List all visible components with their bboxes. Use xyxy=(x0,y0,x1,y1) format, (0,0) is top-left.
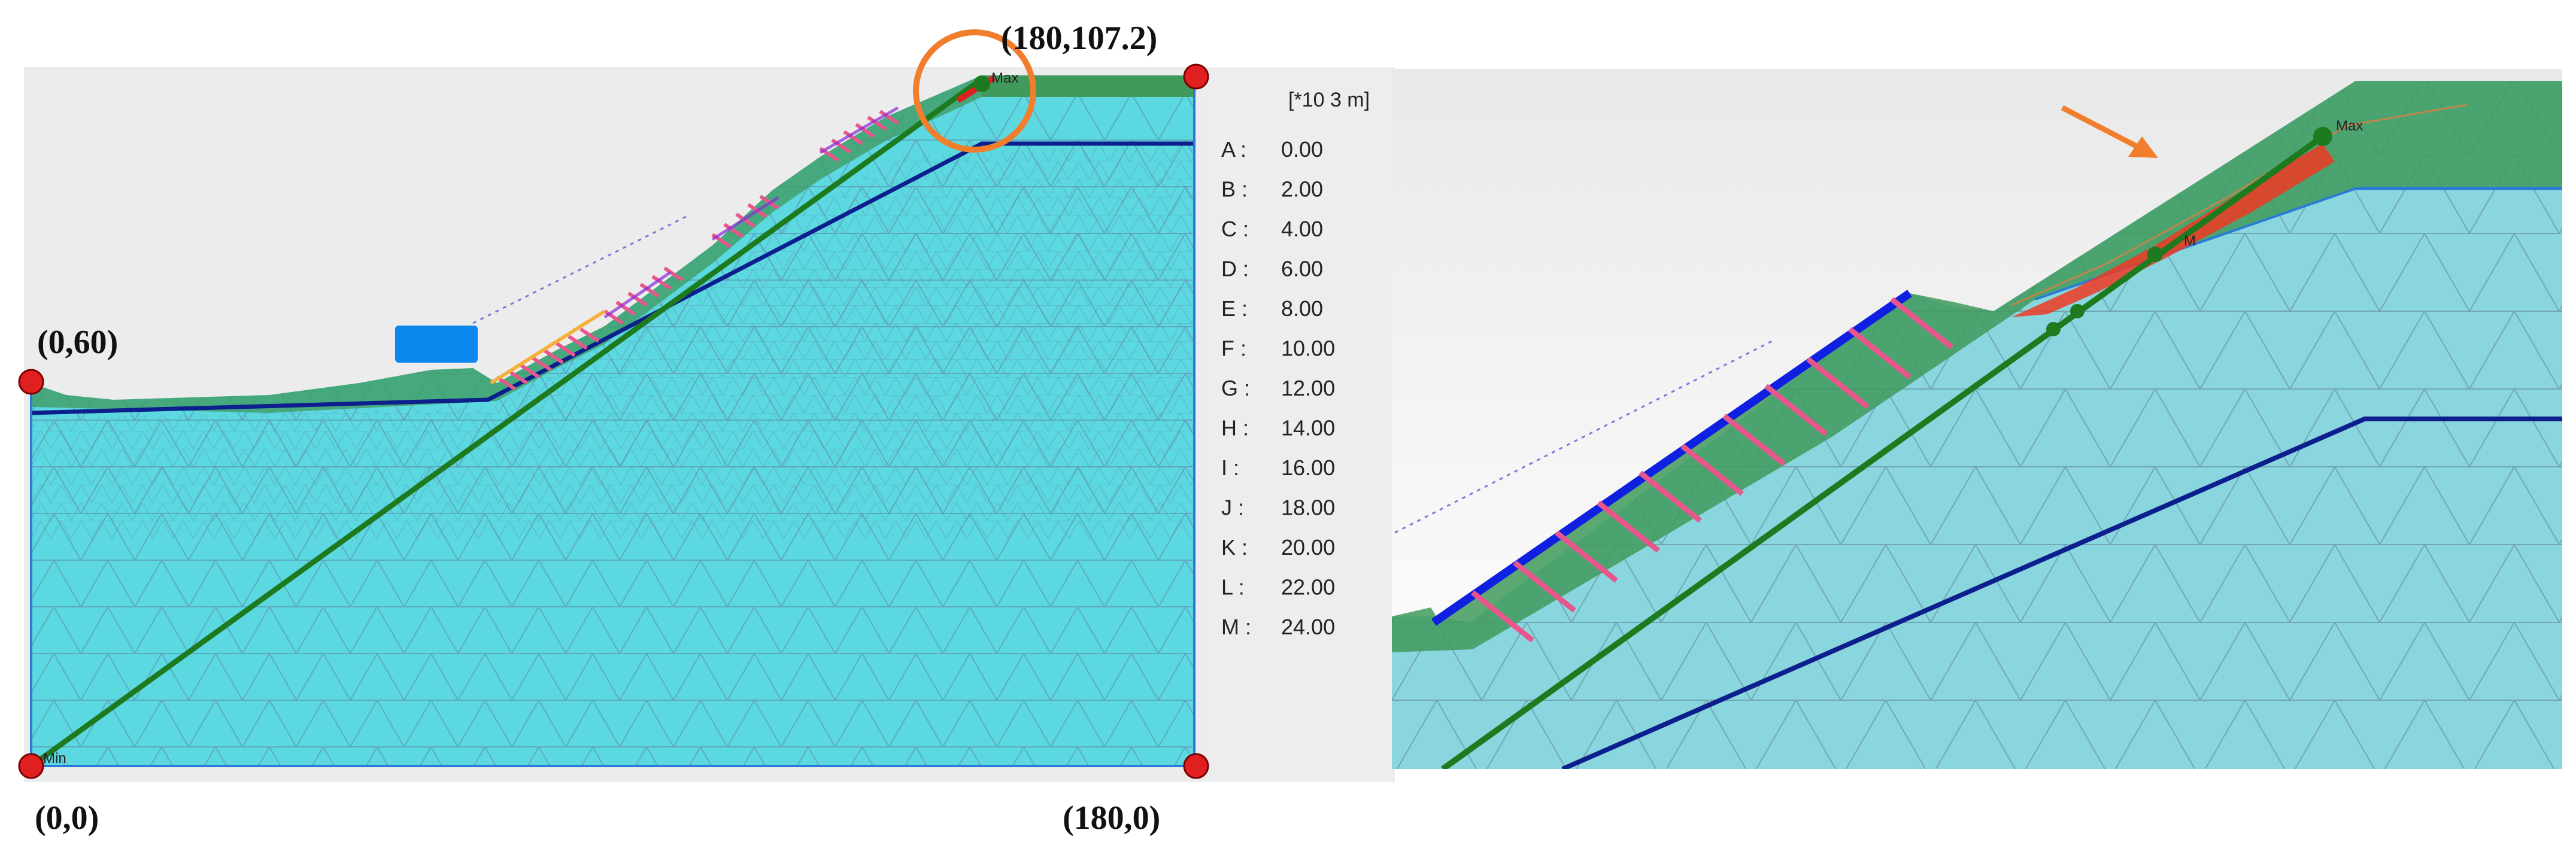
legend-value-c: 4.00 xyxy=(1281,217,1323,241)
max-highlight-circle xyxy=(913,29,1036,153)
legend-key-l: L : xyxy=(1221,575,1245,600)
legend-key-d: D : xyxy=(1221,257,1249,281)
coord-label-top-right: (180,107.2) xyxy=(1001,20,1157,57)
control-point-top-right xyxy=(1183,63,1209,90)
legend-key-f: F : xyxy=(1221,336,1246,361)
coord-label-top-left: (0,60) xyxy=(37,324,118,361)
slope-anchors xyxy=(496,110,899,391)
displacement-legend: [*10 3 m] A : 0.00 B : 2.00 C : 4.00 D : 6.00 E … xyxy=(1221,89,1370,639)
legend-value-g: 12.00 xyxy=(1281,376,1335,400)
legend-value-d: 6.00 xyxy=(1281,257,1323,281)
legend-key-c: C : xyxy=(1221,217,1249,241)
control-point-bottom-left xyxy=(18,753,44,779)
legend-value-a: 0.00 xyxy=(1281,137,1323,162)
legend-key-b: B : xyxy=(1221,177,1248,202)
legend-key-g: G : xyxy=(1221,376,1250,400)
zoom-anchors xyxy=(1471,297,1953,643)
legend-value-m: 24.00 xyxy=(1281,615,1335,639)
legend-key-k: K : xyxy=(1221,535,1248,560)
max-label-right: Max xyxy=(2336,118,2363,134)
legend-value-e: 8.00 xyxy=(1281,296,1323,321)
left-model-panel: Min Max (0,60) (180,107.2) (0,0) (180,0)… xyxy=(18,20,1395,837)
legend-value-b: 2.00 xyxy=(1281,177,1323,202)
legend-background xyxy=(1203,67,1395,782)
legend-value-i: 16.00 xyxy=(1281,455,1335,480)
max-label-left: Max xyxy=(991,70,1018,86)
legend-unit: [*10 3 m] xyxy=(1288,89,1370,111)
control-point-bottom-right xyxy=(1183,753,1209,779)
min-label: Min xyxy=(43,750,66,767)
legend-value-h: 14.00 xyxy=(1281,416,1335,440)
m-label-right: M xyxy=(2184,233,2196,249)
legend-key-h: H : xyxy=(1221,416,1249,440)
legend-key-a: A : xyxy=(1221,137,1246,162)
legend-value-f: 10.00 xyxy=(1281,336,1335,361)
surface-load-block xyxy=(395,326,478,363)
layer-boundary-line xyxy=(31,141,1194,415)
legend-key-j: J : xyxy=(1221,496,1244,520)
zoom-displacement-line xyxy=(1441,133,2325,769)
legend-value-l: 22.00 xyxy=(1281,575,1335,600)
right-zoom-panel: Max M xyxy=(1392,69,2562,769)
zoom-arrow xyxy=(2061,105,2158,158)
coord-label-bottom-right: (180,0) xyxy=(1063,800,1160,837)
displacement-path-line xyxy=(29,77,984,768)
legend-value-j: 18.00 xyxy=(1281,496,1335,520)
control-point-top-left xyxy=(18,369,44,395)
legend-value-k: 20.00 xyxy=(1281,535,1335,560)
legend-key-m: M : xyxy=(1221,615,1251,639)
coord-label-bottom-left: (0,0) xyxy=(35,800,99,837)
legend-key-i: I : xyxy=(1221,455,1239,480)
legend-key-e: E : xyxy=(1221,296,1248,321)
zoom-layer-boundary xyxy=(1561,417,2562,769)
